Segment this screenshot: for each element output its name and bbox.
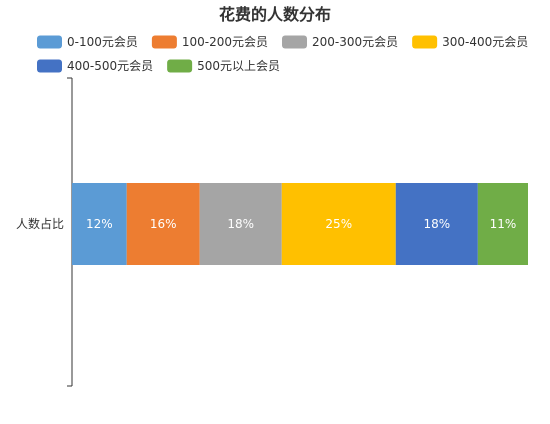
bar-segment-6[interactable] [477, 183, 528, 265]
legend-swatch-3[interactable] [282, 35, 308, 49]
bar-segment-1[interactable] [72, 183, 127, 265]
bars: 12% 16% 18% 25% 18% 11% [72, 183, 528, 265]
category-label: 人数占比 [16, 216, 64, 231]
legend-swatch-2[interactable] [151, 35, 177, 49]
bar-label-5: 18% [423, 217, 450, 231]
legend-label-2: 100-200元会员 [182, 35, 268, 49]
chart-title: 花费的人数分布 [219, 5, 331, 24]
bar-segment-3[interactable] [199, 183, 282, 265]
bar-label-6: 11% [490, 217, 517, 231]
y-axis: 人数占比 [16, 77, 73, 387]
legend-swatch-1[interactable] [37, 35, 62, 49]
legend-label-6: 500元以上会员 [197, 59, 280, 73]
bar-segment-2[interactable] [126, 183, 200, 265]
bar-label-4: 25% [325, 217, 352, 231]
bar-label-3: 18% [227, 217, 254, 231]
legend-label-3: 200-300元会员 [312, 35, 398, 49]
legend-label-5: 400-500元会员 [67, 59, 153, 73]
legend-label-1: 0-100元会员 [67, 35, 138, 49]
legend-label-4: 300-400元会员 [442, 35, 528, 49]
bar-label-2: 16% [150, 217, 177, 231]
legend: 0-100元会员 100-200元会员 200-300元会员 300-400元会员 40… [37, 35, 528, 73]
legend-swatch-4[interactable] [412, 35, 438, 49]
legend-swatch-5[interactable] [37, 59, 62, 73]
bar-label-1: 12% [86, 217, 113, 231]
bar-segment-4[interactable] [281, 183, 396, 265]
legend-swatch-6[interactable] [167, 59, 193, 73]
bar-segment-5[interactable] [395, 183, 478, 265]
